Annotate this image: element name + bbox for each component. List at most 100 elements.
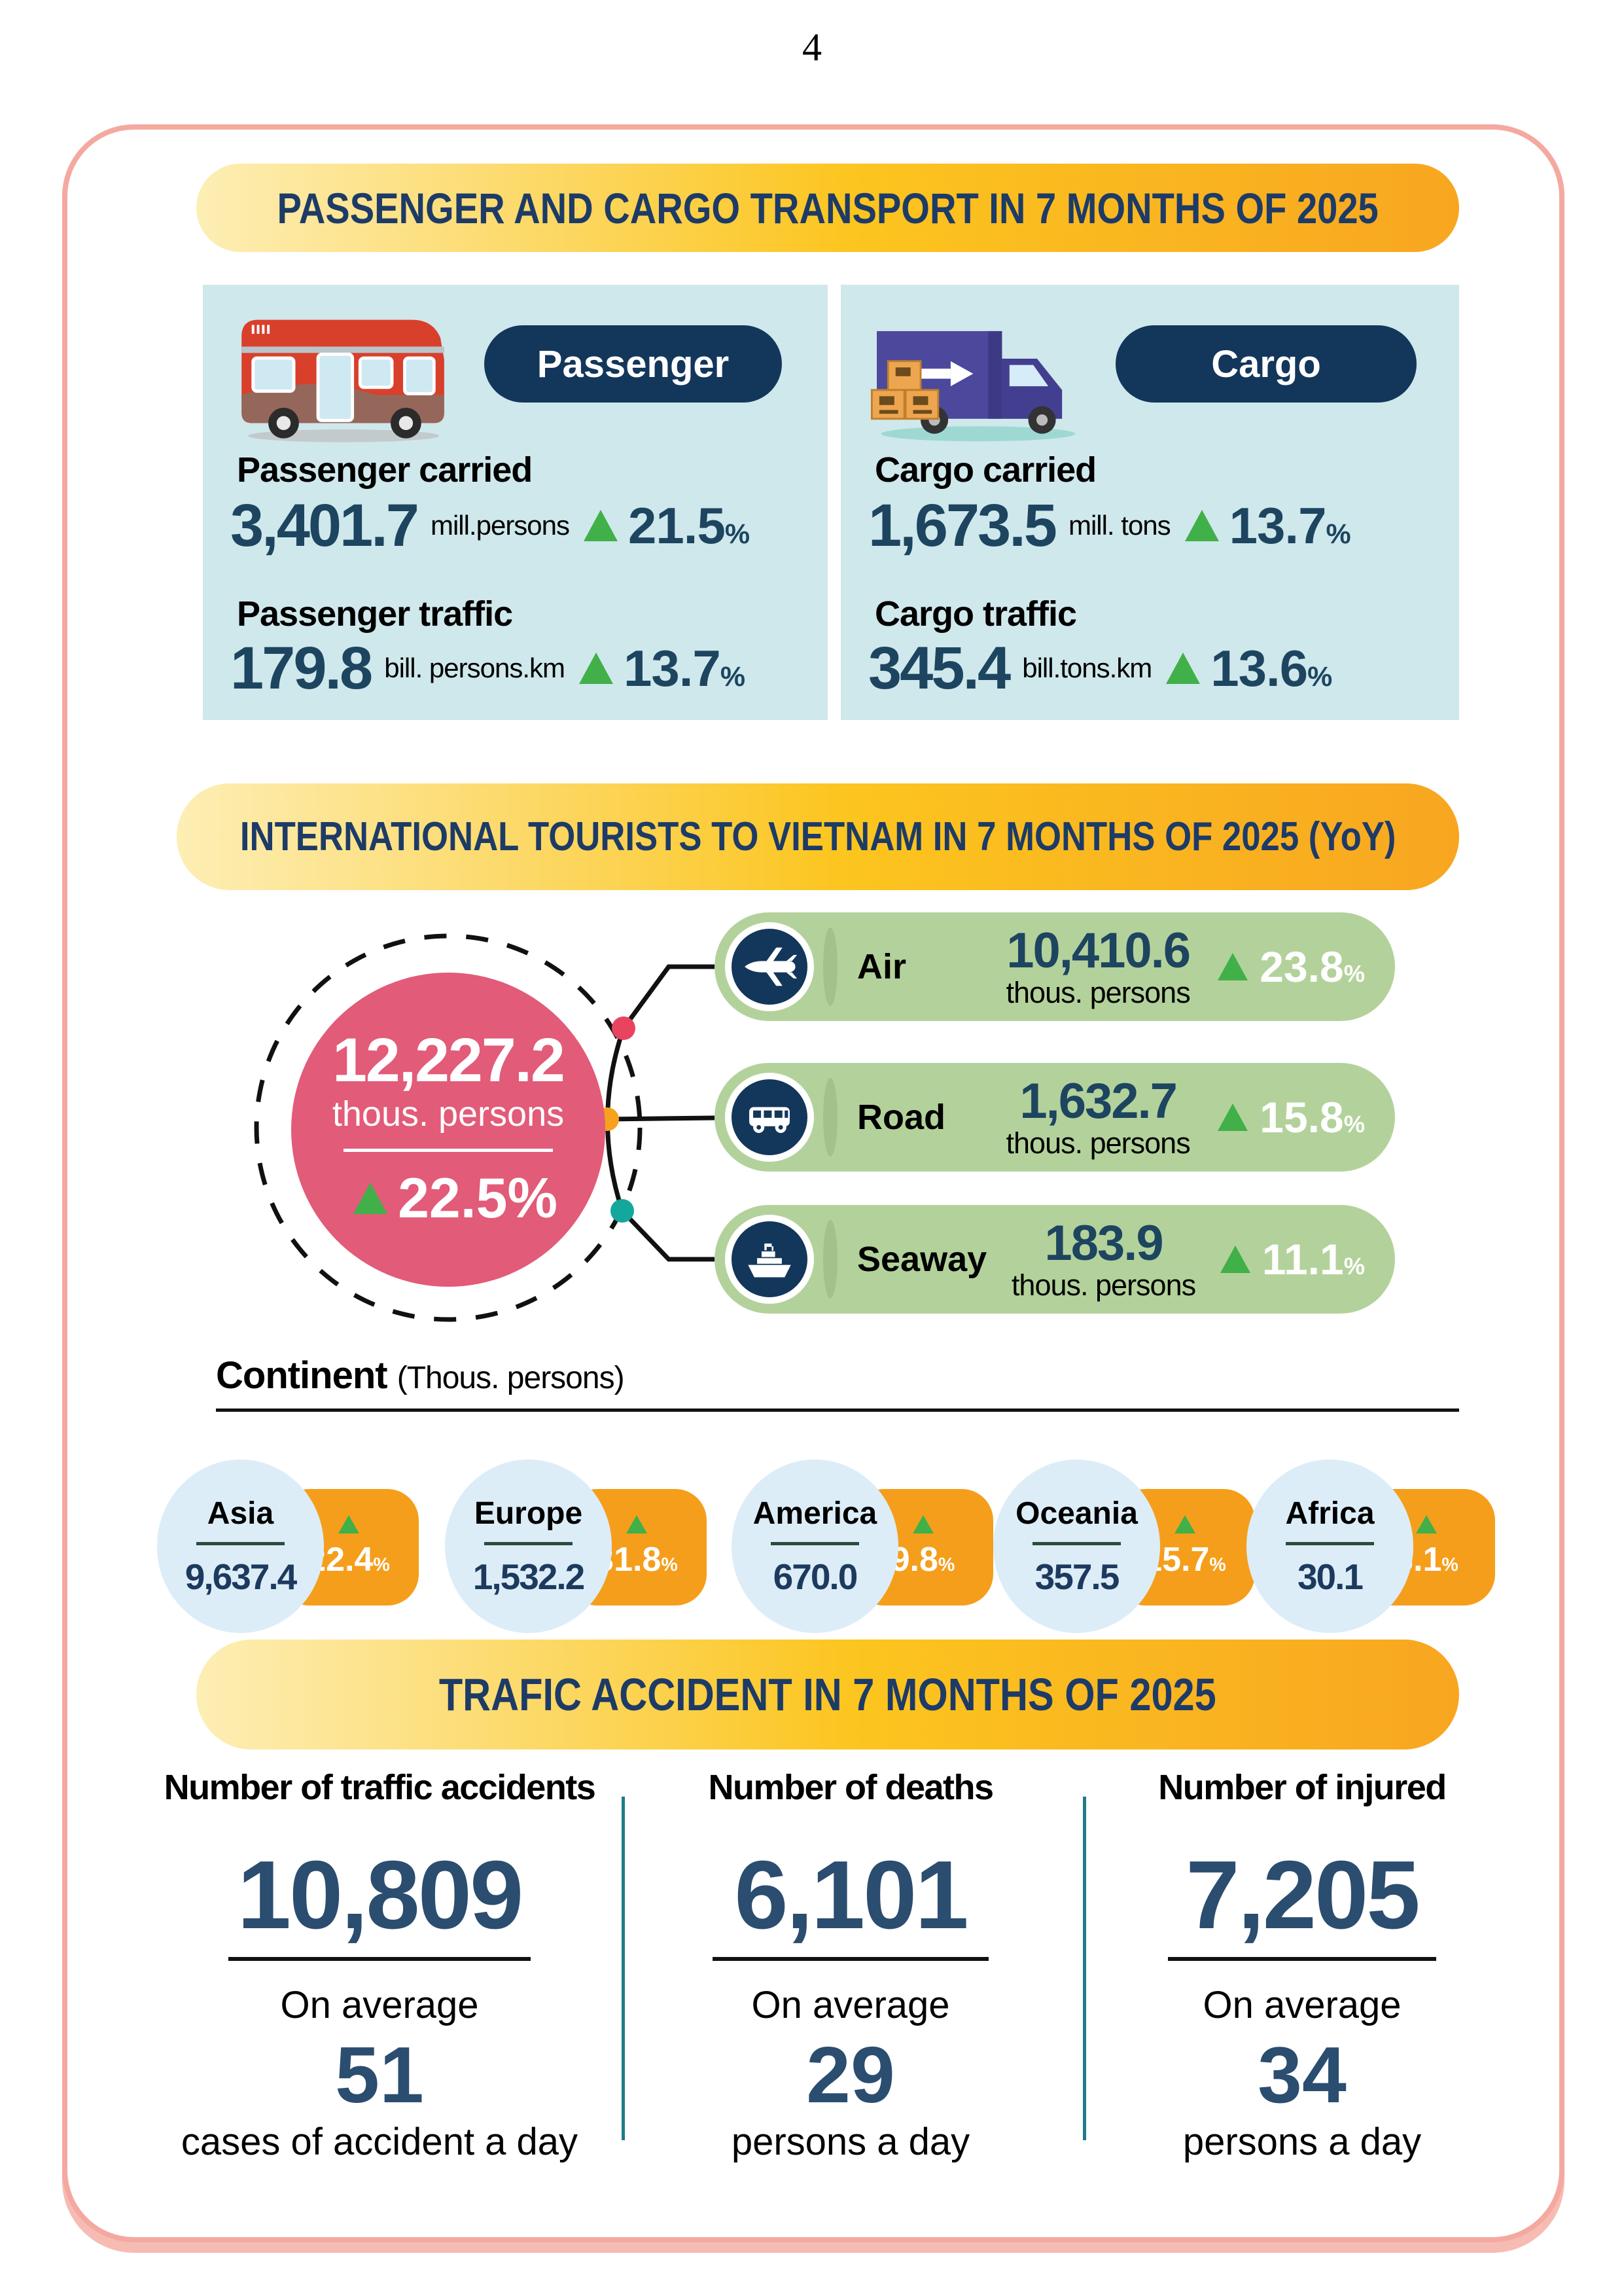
continent-america: 9.8% America 670.0 xyxy=(732,1460,993,1633)
passenger-carried-label: Passenger carried xyxy=(237,450,533,490)
accidents-header: Number of traffic accidents xyxy=(164,1768,596,1807)
accidents-total: 10,809 xyxy=(237,1841,524,1949)
deaths-header: Number of deaths xyxy=(708,1768,994,1807)
seaway-unit: thous. persons xyxy=(1011,1268,1196,1302)
leaf-divider xyxy=(823,1078,838,1157)
continent-asia: 22.4% Asia 9,637.4 xyxy=(157,1460,419,1633)
truck-icon xyxy=(870,331,1076,442)
bus-icon xyxy=(241,319,444,442)
cargo-traffic-value: 345.4 xyxy=(868,635,1011,702)
tourists-title: INTERNATIONAL TOURISTS TO VIETNAM IN 7 M… xyxy=(239,814,1396,859)
total-tourists-value: 12,227.2 xyxy=(332,1026,565,1096)
accidents-per-day: 51 xyxy=(335,2030,424,2119)
passenger-panel: Passenger Passenger carried 3,401.7 mill… xyxy=(203,285,828,720)
divider xyxy=(771,1541,859,1545)
cargo-header-pill: Cargo xyxy=(1116,325,1417,403)
injured-avg-label: On average xyxy=(1203,1984,1402,2026)
continent-heading: Continent (Thous. persons) xyxy=(216,1354,625,1397)
accidents-banner: TRAFIC ACCIDENT IN 7 MONTHS OF 2025 xyxy=(196,1640,1459,1749)
air-pill: Air 10,410.6 thous. persons 23.8% xyxy=(715,912,1395,1021)
seaway-pill: Seaway 183.9 thous. persons 11.1% xyxy=(715,1205,1395,1314)
accidents-caption: cases of accident a day xyxy=(181,2121,578,2163)
america-name: America xyxy=(752,1496,877,1531)
air-pct: 23.8% xyxy=(1260,942,1365,991)
passenger-carried-value: 3,401.7 xyxy=(230,492,419,559)
cargo-carried-pct: 13.7% xyxy=(1229,497,1351,554)
seaway-value: 183.9 xyxy=(1044,1215,1163,1272)
cargo-carried-row: 1,673.5 mill. tons 13.7% xyxy=(868,492,1351,559)
america-value: 670.0 xyxy=(773,1556,858,1597)
cargo-carried-value: 1,673.5 xyxy=(868,492,1057,559)
up-triangle-icon xyxy=(353,1183,388,1215)
cargo-traffic-label: Cargo traffic xyxy=(875,594,1077,634)
asia-value: 9,637.4 xyxy=(185,1556,298,1597)
divider xyxy=(1168,1957,1436,1961)
continent-rule xyxy=(216,1408,1459,1412)
up-triangle-icon xyxy=(626,1515,647,1534)
passenger-traffic-label: Passenger traffic xyxy=(237,594,513,634)
up-triangle-icon xyxy=(1220,1246,1250,1273)
accidents-avg-label: On average xyxy=(280,1984,479,2026)
passenger-traffic-unit: bill. persons.km xyxy=(384,653,565,683)
injured-total: 7,205 xyxy=(1186,1841,1420,1949)
column-divider xyxy=(1083,1797,1086,2140)
up-triangle-icon xyxy=(579,653,613,684)
passenger-traffic-pct: 13.7% xyxy=(624,639,745,697)
europe-bubble: Europe 1,532.2 xyxy=(445,1460,612,1633)
oceania-name: Oceania xyxy=(1015,1496,1138,1531)
road-label: Road xyxy=(857,1098,945,1137)
continent-label: Continent xyxy=(216,1354,388,1397)
oceania-bubble: Oceania 357.5 xyxy=(993,1460,1160,1633)
road-value: 1,632.7 xyxy=(1019,1073,1178,1130)
europe-value: 1,532.2 xyxy=(472,1556,586,1597)
continent-europe: 31.8% Europe 1,532.2 xyxy=(445,1460,707,1633)
seaway-label: Seaway xyxy=(857,1240,987,1279)
deaths-column: Number of deaths 6,101 On average 29 per… xyxy=(641,1767,1060,2164)
up-triangle-icon xyxy=(1218,953,1248,980)
divider xyxy=(196,1541,285,1545)
divider xyxy=(228,1957,531,1961)
up-triangle-icon xyxy=(338,1515,359,1534)
divider xyxy=(712,1957,989,1961)
cargo-carried-unit: mill. tons xyxy=(1068,510,1171,541)
bus-van-icon xyxy=(725,1073,814,1162)
africa-name: Africa xyxy=(1285,1496,1375,1531)
passenger-header-label: Passenger xyxy=(537,342,730,386)
injured-column: Number of injured 7,205 On average 34 pe… xyxy=(1099,1767,1505,2164)
up-triangle-icon xyxy=(912,1515,934,1534)
up-triangle-icon xyxy=(1174,1515,1195,1534)
cargo-carried-label: Cargo carried xyxy=(875,450,1097,490)
leaf-divider xyxy=(823,927,838,1006)
transport-title: PASSENGER AND CARGO TRANSPORT IN 7 MONTH… xyxy=(277,183,1379,232)
asia-name: Asia xyxy=(207,1496,274,1531)
passenger-carried-row: 3,401.7 mill.persons 21.5% xyxy=(230,492,750,559)
total-tourists-circle: 12,227.2 thous. persons 22.5% xyxy=(291,973,605,1287)
deaths-total: 6,101 xyxy=(734,1841,968,1949)
injured-caption: persons a day xyxy=(1182,2121,1422,2163)
africa-value: 30.1 xyxy=(1297,1556,1364,1597)
total-tourists-unit: thous. persons xyxy=(332,1094,565,1134)
page-number: 4 xyxy=(802,26,822,69)
deaths-per-day: 29 xyxy=(806,2030,895,2119)
passenger-traffic-row: 179.8 bill. persons.km 13.7% xyxy=(230,638,745,698)
divider xyxy=(1033,1541,1121,1545)
total-tourists-pct: 22.5% xyxy=(339,1166,557,1231)
passenger-traffic-value: 179.8 xyxy=(230,635,373,702)
continent-oceania: 15.7% Oceania 357.5 xyxy=(993,1460,1255,1633)
continent-unit-note: (Thous. persons) xyxy=(397,1361,625,1395)
divider xyxy=(484,1541,573,1545)
road-pill: Road 1,632.7 thous. persons 15.8% xyxy=(715,1063,1395,1172)
injured-header: Number of injured xyxy=(1158,1768,1447,1807)
road-unit: thous. persons xyxy=(1006,1126,1191,1160)
divider xyxy=(344,1148,553,1152)
europe-name: Europe xyxy=(474,1496,583,1531)
column-divider xyxy=(622,1797,625,2140)
seaway-pct: 11.1% xyxy=(1262,1235,1365,1283)
passenger-carried-unit: mill.persons xyxy=(430,510,570,541)
transport-banner: PASSENGER AND CARGO TRANSPORT IN 7 MONTH… xyxy=(196,164,1459,252)
up-triangle-icon xyxy=(1218,1103,1248,1131)
cargo-traffic-unit: bill.tons.km xyxy=(1022,653,1152,683)
cargo-traffic-pct: 13.6% xyxy=(1210,639,1332,697)
injured-per-day: 34 xyxy=(1258,2030,1347,2119)
up-triangle-icon xyxy=(584,510,618,541)
